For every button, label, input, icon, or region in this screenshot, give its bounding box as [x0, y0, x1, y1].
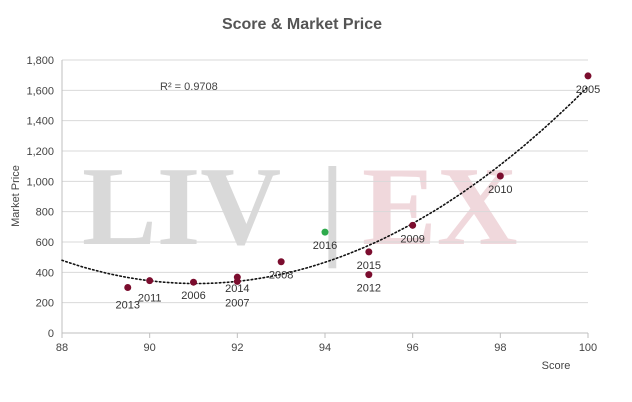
data-point	[146, 277, 154, 285]
data-point	[365, 248, 373, 256]
data-point-label: 2005	[576, 84, 600, 96]
data-point	[365, 271, 373, 279]
y-axis-label: Market Price	[10, 165, 22, 227]
data-point	[277, 258, 285, 266]
data-point-label: 2013	[116, 300, 140, 312]
y-tick-label: 1,400	[26, 116, 54, 128]
watermark-logo: LIV | EX	[82, 145, 518, 269]
x-tick-label: 98	[494, 342, 506, 354]
watermark-text-left: LIV	[82, 145, 281, 269]
data-point-label: 2015	[357, 260, 381, 272]
x-tick-label: 100	[579, 342, 597, 354]
y-tick-label: 400	[36, 267, 54, 279]
y-tick-label: 1,200	[26, 146, 54, 158]
x-tick-label: 94	[319, 342, 331, 354]
x-tick-label: 92	[231, 342, 243, 354]
y-tick-label: 1,600	[26, 85, 54, 97]
data-point	[496, 172, 504, 180]
x-tick-label: 96	[407, 342, 419, 354]
data-point-label: 2011	[138, 293, 162, 305]
x-tick-label: 88	[56, 342, 68, 354]
y-tick-label: 600	[36, 237, 54, 249]
grid-lines	[62, 59, 588, 304]
watermark-separator: |	[320, 145, 345, 269]
chart-title: Score & Market Price	[222, 16, 382, 33]
data-point	[233, 277, 241, 285]
r-squared-annotation: R² = 0.9708	[160, 81, 218, 93]
y-tick-label: 0	[48, 328, 54, 340]
data-points	[124, 72, 592, 291]
data-point	[409, 221, 417, 229]
data-point-label: 2009	[400, 233, 424, 245]
y-tick-label: 1,800	[26, 55, 54, 67]
y-tick-label: 1,000	[26, 176, 54, 188]
x-axis-label: Score	[542, 360, 571, 372]
axes: 0 200 400 600 800 1,000 1,200 1,400 1,600 1,800 88…	[26, 55, 597, 354]
data-point-label: 2008	[269, 270, 293, 282]
data-point-label: 2010	[488, 184, 512, 196]
data-point-label: 2014	[225, 283, 249, 295]
y-tick-label: 800	[36, 207, 54, 219]
data-point-label: 2012	[357, 283, 381, 295]
data-point	[321, 228, 329, 236]
y-tick-label: 200	[36, 298, 54, 310]
data-point-label: 2006	[181, 290, 205, 302]
data-point-label: 2007	[225, 297, 249, 309]
x-tick-label: 90	[144, 342, 156, 354]
data-point	[124, 284, 132, 291]
data-point-label: 2016	[313, 240, 337, 252]
data-point	[190, 278, 197, 286]
data-point	[584, 72, 592, 80]
